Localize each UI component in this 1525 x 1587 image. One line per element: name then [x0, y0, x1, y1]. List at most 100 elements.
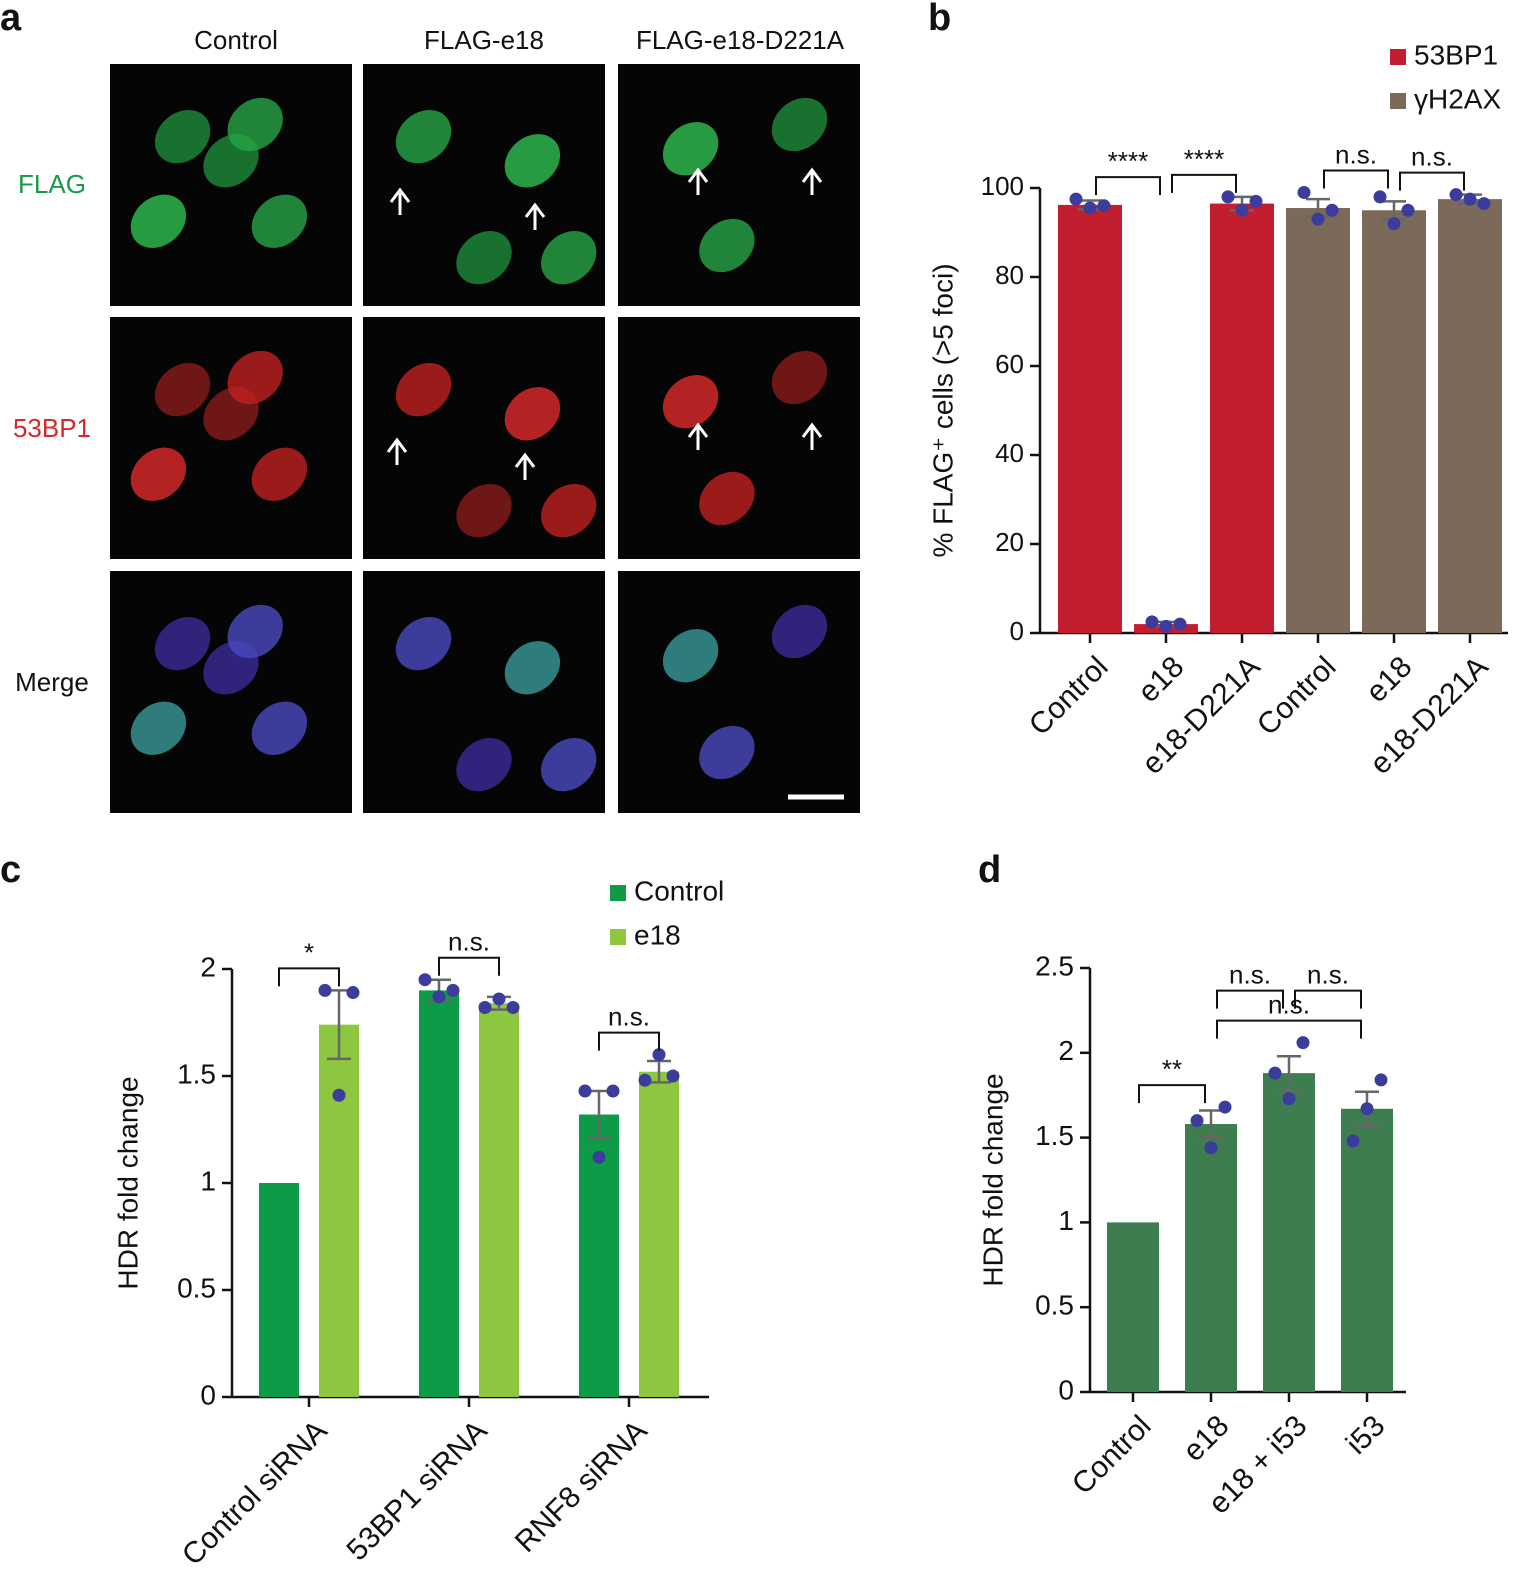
y-tick-label: 0.5: [1035, 1290, 1074, 1321]
micrographs: [110, 64, 860, 813]
nucleus: [154, 616, 211, 671]
bar: [419, 990, 459, 1397]
data-point: [1145, 615, 1159, 629]
data-point: [666, 1069, 680, 1083]
x-tick-label: e18: [1132, 650, 1191, 709]
data-point: [1097, 199, 1111, 213]
y-tick-label: 2.5: [1035, 950, 1074, 981]
legend-label: γH2AX: [1414, 83, 1501, 114]
y-tick-label: 1: [1058, 1205, 1074, 1236]
y-tick-label: 20: [995, 527, 1024, 557]
data-point: [652, 1048, 666, 1062]
nucleus: [130, 447, 187, 501]
x-tick-label: e18: [1360, 650, 1419, 709]
data-point: [1173, 617, 1187, 631]
significance-bracket: [1216, 1019, 1362, 1039]
data-point: [1268, 1066, 1282, 1080]
nucleus: [504, 134, 561, 188]
y-tick-label: 100: [981, 171, 1024, 201]
nucleus: [699, 725, 755, 780]
legend-label: e18: [634, 919, 681, 950]
y-tick-label: 0: [1010, 616, 1024, 646]
x-tick-label: Control: [1066, 1409, 1158, 1501]
x-tick-label: Control siRNA: [176, 1414, 334, 1572]
significance-label: n.s.: [1411, 142, 1453, 172]
y-tick-label: 1.5: [1035, 1120, 1074, 1151]
data-point: [1387, 217, 1401, 231]
legend-swatch: [1390, 49, 1406, 65]
data-point: [1374, 1073, 1388, 1087]
data-point: [1204, 1141, 1218, 1155]
data-point: [1282, 1092, 1296, 1106]
nucleus: [251, 194, 308, 248]
nucleus: [227, 604, 283, 659]
nucleus: [227, 97, 283, 152]
significance-bracket: [1294, 989, 1362, 1009]
data-point: [1311, 212, 1325, 226]
bar: [1210, 203, 1274, 633]
y-tick-label: 2: [1058, 1035, 1074, 1066]
y-tick-label: 80: [995, 260, 1024, 290]
y-tick-label: 0.5: [177, 1272, 216, 1303]
data-point: [346, 986, 360, 1000]
bar: [1362, 210, 1426, 633]
column-label: FLAG-e18-D221A: [636, 25, 845, 55]
significance-bracket: [278, 967, 340, 987]
x-tick-label: 53BP1 siRNA: [341, 1414, 494, 1567]
arrow: [389, 187, 411, 215]
data-point: [638, 1073, 652, 1087]
data-point: [1159, 619, 1173, 633]
significance-label: n.s.: [1307, 959, 1349, 989]
data-point: [506, 1001, 520, 1015]
nucleus: [771, 604, 828, 659]
y-tick-label: 1.5: [177, 1058, 216, 1089]
y-tick-label: 40: [995, 438, 1024, 468]
data-point: [446, 983, 460, 997]
data-point: [1463, 192, 1477, 206]
significance-bracket: [1216, 989, 1284, 1009]
legend-swatch: [610, 929, 626, 945]
error-bar: [1277, 1054, 1301, 1092]
data-point: [1190, 1114, 1204, 1128]
nucleus: [456, 483, 512, 538]
row-label: Merge: [15, 667, 89, 697]
data-point: [1360, 1102, 1374, 1116]
data-point: [318, 983, 332, 997]
significance-label: n.s.: [1229, 959, 1271, 989]
significance-label: **: [1162, 1054, 1182, 1084]
significance-bracket: [438, 956, 500, 976]
significance-label: n.s.: [608, 1001, 650, 1031]
nucleus: [662, 122, 719, 176]
nucleus: [154, 109, 211, 164]
arrow: [687, 422, 709, 450]
nucleus: [130, 701, 187, 755]
bar: [1058, 204, 1122, 633]
nucleus: [395, 616, 452, 671]
x-tick-label: RNF8 siRNA: [509, 1414, 654, 1559]
data-point: [1249, 194, 1263, 208]
nucleus: [456, 230, 512, 285]
nucleus: [456, 737, 512, 792]
data-point: [332, 1088, 346, 1102]
nucleus: [662, 629, 719, 683]
error-bar: [1199, 1109, 1223, 1139]
y-axis-label: % FLAG⁺ cells (>5 foci): [927, 263, 958, 557]
bar: [259, 1183, 299, 1397]
significance-label: n.s.: [1268, 989, 1310, 1019]
data-point: [1449, 188, 1463, 202]
data-point: [1083, 201, 1097, 215]
significance-bracket: [1399, 171, 1465, 191]
bar: [1438, 199, 1502, 633]
nucleus: [251, 701, 308, 755]
nucleus: [699, 471, 755, 526]
bar: [1341, 1108, 1393, 1392]
data-point: [1477, 197, 1491, 211]
bar: [1185, 1124, 1237, 1392]
nucleus: [227, 350, 283, 405]
significance-label: ****: [1184, 144, 1224, 174]
nucleus: [154, 362, 211, 417]
panel-letter: b: [928, 0, 951, 39]
significance-bracket: [1323, 169, 1389, 189]
micrograph: [618, 571, 860, 813]
